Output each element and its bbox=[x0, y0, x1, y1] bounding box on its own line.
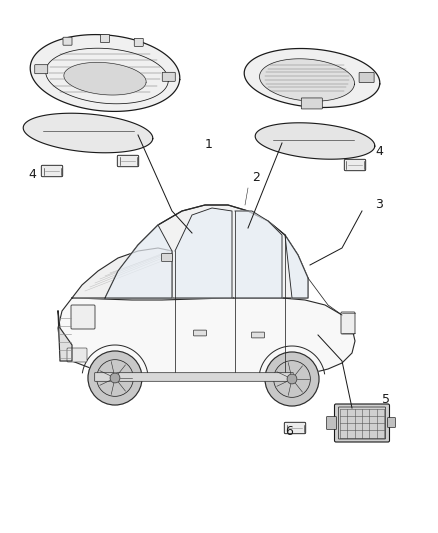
Polygon shape bbox=[255, 123, 375, 159]
FancyBboxPatch shape bbox=[63, 37, 72, 45]
Text: 5: 5 bbox=[382, 393, 390, 406]
Polygon shape bbox=[235, 211, 282, 298]
FancyBboxPatch shape bbox=[134, 38, 143, 46]
FancyBboxPatch shape bbox=[301, 98, 322, 109]
FancyBboxPatch shape bbox=[327, 417, 336, 430]
Polygon shape bbox=[244, 49, 380, 108]
FancyBboxPatch shape bbox=[35, 64, 48, 74]
Circle shape bbox=[287, 374, 297, 384]
Polygon shape bbox=[285, 235, 308, 298]
FancyBboxPatch shape bbox=[162, 254, 173, 261]
Text: 3: 3 bbox=[375, 198, 383, 211]
FancyBboxPatch shape bbox=[344, 159, 366, 171]
Text: 1: 1 bbox=[205, 138, 213, 151]
FancyBboxPatch shape bbox=[95, 373, 293, 381]
FancyBboxPatch shape bbox=[41, 165, 63, 177]
Polygon shape bbox=[72, 248, 172, 298]
FancyBboxPatch shape bbox=[251, 332, 265, 338]
Polygon shape bbox=[260, 59, 354, 101]
FancyBboxPatch shape bbox=[284, 422, 306, 434]
FancyBboxPatch shape bbox=[335, 404, 389, 442]
FancyBboxPatch shape bbox=[359, 72, 374, 83]
Polygon shape bbox=[64, 62, 146, 95]
Polygon shape bbox=[58, 311, 72, 361]
Text: 4: 4 bbox=[28, 168, 36, 181]
Text: 2: 2 bbox=[252, 171, 260, 184]
Circle shape bbox=[265, 352, 319, 406]
FancyBboxPatch shape bbox=[100, 35, 110, 43]
FancyBboxPatch shape bbox=[341, 312, 355, 334]
FancyBboxPatch shape bbox=[67, 348, 87, 362]
FancyBboxPatch shape bbox=[388, 417, 396, 427]
Polygon shape bbox=[30, 35, 180, 111]
FancyBboxPatch shape bbox=[71, 305, 95, 329]
FancyBboxPatch shape bbox=[162, 72, 175, 82]
Polygon shape bbox=[105, 205, 308, 298]
Polygon shape bbox=[58, 298, 355, 379]
Circle shape bbox=[110, 373, 120, 383]
FancyBboxPatch shape bbox=[194, 330, 206, 336]
Text: 4: 4 bbox=[375, 145, 383, 158]
FancyBboxPatch shape bbox=[117, 155, 139, 167]
Polygon shape bbox=[175, 208, 232, 298]
Circle shape bbox=[88, 351, 142, 405]
Polygon shape bbox=[105, 225, 172, 298]
Polygon shape bbox=[23, 113, 153, 153]
Text: 6: 6 bbox=[285, 425, 293, 438]
